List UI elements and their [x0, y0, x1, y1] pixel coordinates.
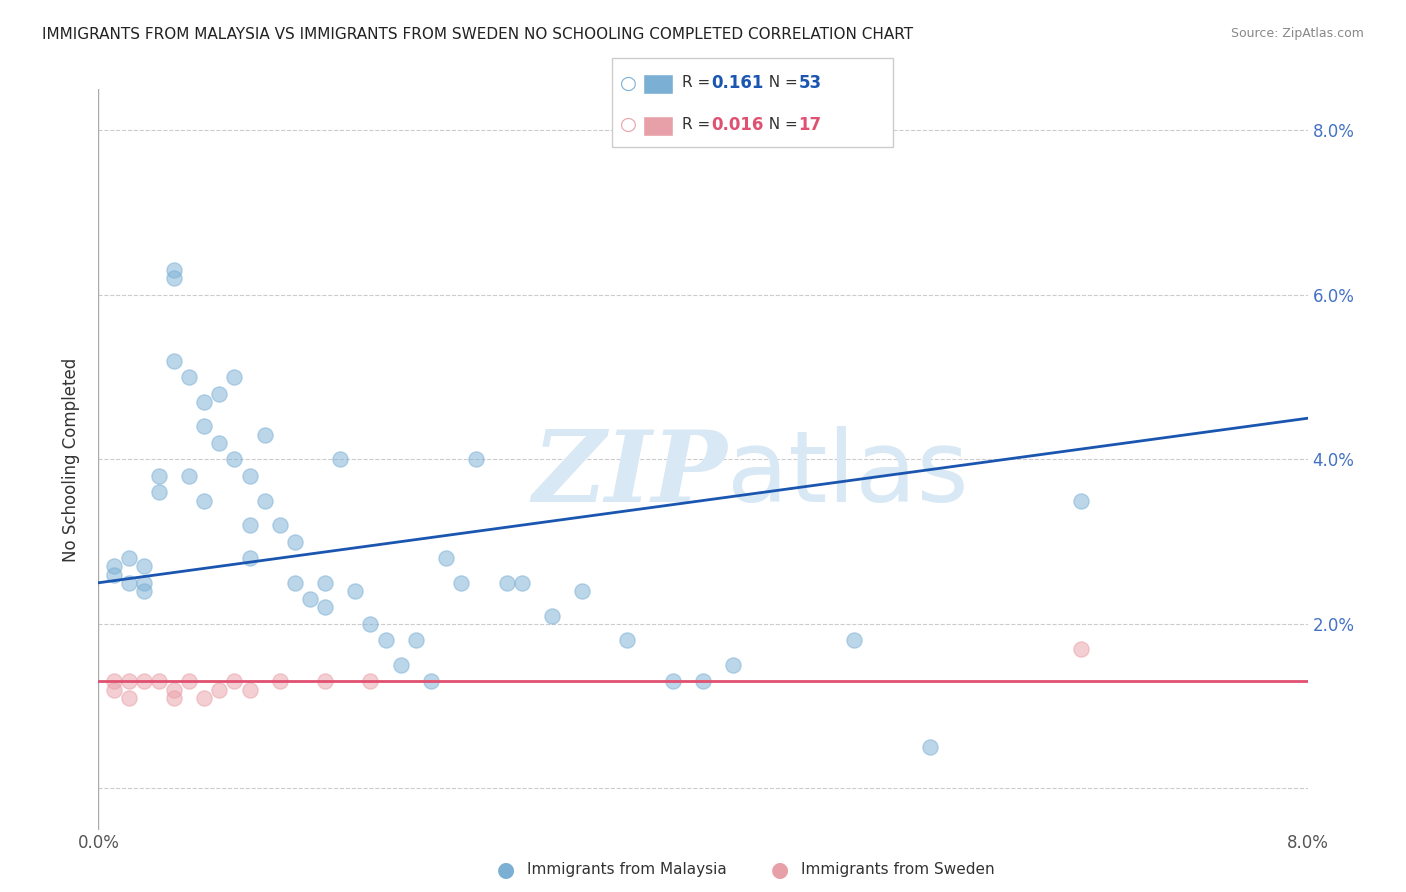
- Point: [132, 559, 155, 574]
- Point: [692, 674, 714, 689]
- Point: [163, 263, 186, 277]
- Point: [132, 584, 155, 599]
- Point: [239, 551, 262, 566]
- Point: [253, 427, 276, 442]
- Text: N =: N =: [759, 118, 803, 132]
- Point: [1070, 493, 1092, 508]
- Point: [360, 674, 382, 689]
- Point: [253, 493, 276, 508]
- Text: ZIP: ZIP: [533, 426, 727, 523]
- Text: 0.016: 0.016: [711, 116, 763, 134]
- Point: [163, 690, 186, 705]
- Point: [344, 584, 367, 599]
- Point: [374, 633, 396, 648]
- Point: [208, 386, 231, 401]
- Point: [239, 682, 262, 697]
- Y-axis label: No Schooling Completed: No Schooling Completed: [62, 358, 80, 561]
- Point: [450, 575, 472, 590]
- Point: [148, 485, 170, 500]
- Text: 53: 53: [799, 74, 821, 92]
- Text: R =: R =: [682, 76, 716, 90]
- Text: Immigrants from Malaysia: Immigrants from Malaysia: [527, 863, 727, 877]
- Point: [269, 518, 291, 533]
- Text: 17: 17: [799, 116, 821, 134]
- Point: [193, 493, 215, 508]
- Text: atlas: atlas: [727, 425, 969, 523]
- Point: [269, 674, 291, 689]
- Point: [118, 551, 141, 566]
- Text: ●: ●: [772, 860, 789, 880]
- Point: [148, 468, 170, 483]
- Point: [224, 452, 246, 467]
- Point: [420, 674, 443, 689]
- Point: [193, 394, 215, 409]
- Point: [193, 419, 215, 434]
- Point: [224, 674, 246, 689]
- Point: [495, 575, 517, 590]
- Point: [1070, 641, 1092, 656]
- Point: [284, 575, 307, 590]
- Point: [844, 633, 866, 648]
- Point: [723, 658, 745, 673]
- Point: [918, 740, 941, 755]
- Point: [208, 436, 231, 450]
- Text: ●: ●: [498, 860, 515, 880]
- Point: [314, 674, 336, 689]
- Point: [239, 468, 262, 483]
- Point: [284, 534, 307, 549]
- Point: [329, 452, 352, 467]
- Point: [118, 575, 141, 590]
- Point: [299, 592, 322, 607]
- Point: [540, 608, 562, 623]
- Point: [661, 674, 683, 689]
- Point: [163, 353, 186, 368]
- Point: [193, 690, 215, 705]
- Point: [389, 658, 412, 673]
- Point: [132, 674, 155, 689]
- Point: [360, 616, 382, 631]
- Text: IMMIGRANTS FROM MALAYSIA VS IMMIGRANTS FROM SWEDEN NO SCHOOLING COMPLETED CORREL: IMMIGRANTS FROM MALAYSIA VS IMMIGRANTS F…: [42, 27, 914, 42]
- Point: [118, 690, 141, 705]
- Text: ○: ○: [620, 115, 637, 135]
- Text: ○: ○: [620, 73, 637, 93]
- Point: [314, 600, 336, 615]
- Point: [239, 518, 262, 533]
- Point: [103, 682, 125, 697]
- Point: [224, 370, 246, 384]
- Text: N =: N =: [759, 76, 803, 90]
- Point: [163, 682, 186, 697]
- Point: [163, 271, 186, 285]
- Point: [179, 468, 201, 483]
- Point: [510, 575, 533, 590]
- Point: [465, 452, 488, 467]
- Point: [103, 567, 125, 582]
- Point: [405, 633, 427, 648]
- Point: [616, 633, 638, 648]
- Point: [179, 674, 201, 689]
- Point: [314, 575, 336, 590]
- Point: [103, 559, 125, 574]
- Point: [179, 370, 201, 384]
- Point: [118, 674, 141, 689]
- Point: [208, 682, 231, 697]
- Point: [434, 551, 457, 566]
- Text: 0.161: 0.161: [711, 74, 763, 92]
- Point: [132, 575, 155, 590]
- Point: [103, 674, 125, 689]
- Point: [148, 674, 170, 689]
- Text: Immigrants from Sweden: Immigrants from Sweden: [801, 863, 995, 877]
- Text: R =: R =: [682, 118, 716, 132]
- Text: Source: ZipAtlas.com: Source: ZipAtlas.com: [1230, 27, 1364, 40]
- Point: [571, 584, 593, 599]
